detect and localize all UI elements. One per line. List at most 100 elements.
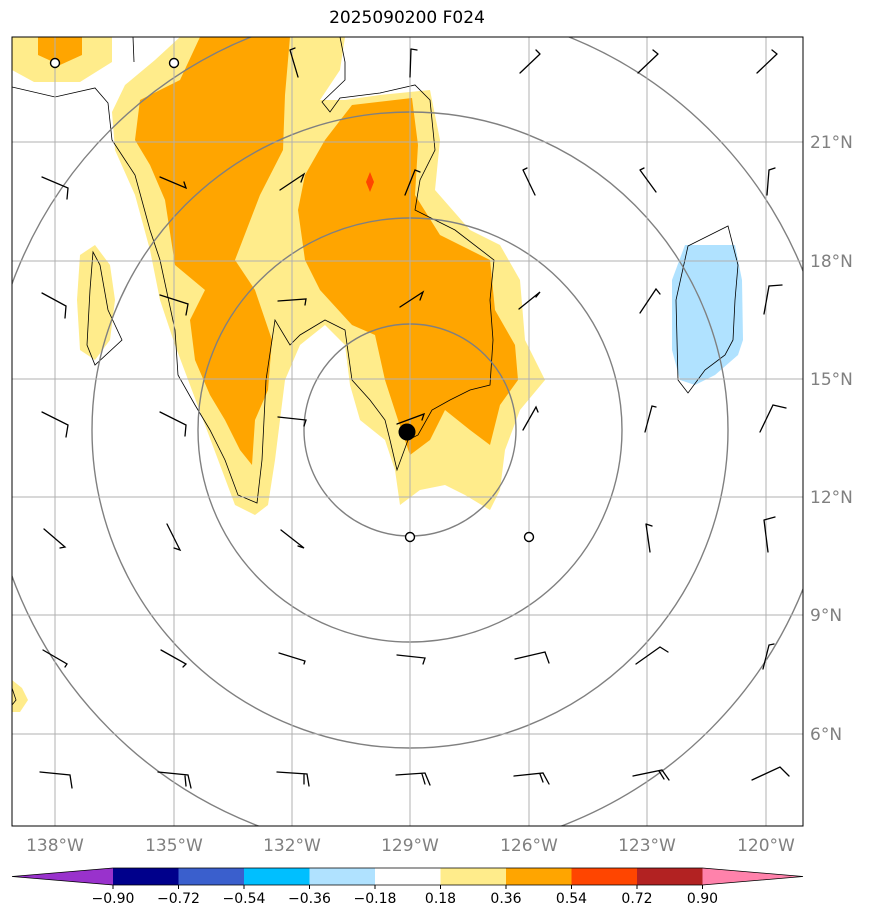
- wind-barb: [160, 649, 188, 668]
- wind-barb: [43, 528, 67, 549]
- wind-barb: [396, 412, 426, 425]
- wind-barb: [513, 772, 550, 785]
- wind-barb: [159, 294, 189, 316]
- wind-barb: [514, 651, 550, 664]
- wind-barb: [519, 49, 541, 74]
- colorbar-segment: [244, 868, 310, 885]
- colorbar-segment: [113, 868, 179, 885]
- wind-barb: [280, 529, 305, 549]
- calm-circle: [168, 57, 180, 69]
- calm-circle: [404, 531, 416, 543]
- colorbar-segment: [309, 868, 376, 885]
- wind-barb: [756, 49, 778, 74]
- colorbar: −0.90 −0.72 −0.54 −0.36 −0.18 0.18 0.36 0.54 0.7…: [11, 867, 804, 907]
- colorbar-segment: [506, 868, 572, 885]
- wind-barbs: [39, 47, 790, 789]
- wind-barb: [276, 771, 310, 787]
- shade-region: [38, 37, 82, 65]
- wind-barb: [522, 167, 536, 196]
- lon-label: 138°W: [26, 836, 84, 856]
- storm-center-marker: [398, 423, 416, 441]
- colorbar-extend-low: [12, 868, 113, 885]
- wind-barb: [39, 771, 73, 789]
- colorbar-segment: [375, 868, 441, 885]
- colorbar-tick-label: 0.18: [425, 891, 456, 907]
- wind-barb: [763, 516, 776, 553]
- wind-barb: [277, 416, 307, 427]
- calm-markers: [49, 57, 535, 543]
- wind-barb: [42, 649, 68, 668]
- wind-barb: [159, 411, 187, 437]
- colorbar-tick-label: 0.36: [490, 891, 521, 907]
- wind-barb: [41, 292, 67, 319]
- contour-line: [132, 37, 135, 63]
- wind-barb: [632, 769, 670, 781]
- shade-region: [298, 98, 518, 455]
- colorbar-tick-label: 0.54: [556, 891, 587, 907]
- contour-line: [12, 687, 17, 706]
- colorbar-segment: [178, 868, 245, 885]
- wind-barb: [159, 176, 188, 190]
- wind-barb: [522, 405, 539, 431]
- wind-barb: [41, 411, 69, 438]
- lon-label: 126°W: [500, 836, 558, 856]
- contour-line: [86, 250, 123, 366]
- colorbar-tick-label: −0.72: [157, 891, 200, 907]
- graticule: [12, 37, 803, 826]
- plot-frame: [11, 36, 804, 827]
- wind-barb: [157, 771, 192, 789]
- wind-barb: [762, 643, 775, 670]
- contours: [12, 37, 739, 706]
- lat-label: 12°N: [810, 488, 853, 508]
- wind-barb: [639, 167, 657, 193]
- wind-barb: [277, 298, 307, 306]
- colorbar-tick-label: −0.36: [288, 891, 331, 907]
- wind-barb: [766, 167, 776, 196]
- colorbar-segment: [637, 868, 703, 885]
- calm-circle: [523, 531, 535, 543]
- wind-barb: [751, 766, 790, 781]
- lon-label: 120°W: [737, 836, 795, 856]
- lat-label: 21°N: [810, 133, 853, 153]
- lat-label: 9°N: [810, 606, 842, 626]
- colorbar-tick-label: −0.18: [354, 891, 397, 907]
- contour-line: [675, 225, 739, 394]
- shade-region-red: [366, 172, 374, 192]
- wind-barb: [763, 284, 783, 315]
- shade-region: [12, 680, 28, 712]
- wind-barb: [289, 47, 299, 78]
- wind-barb: [396, 654, 426, 665]
- colorbar-tick-label: 0.72: [621, 891, 652, 907]
- lat-label: 15°N: [810, 370, 853, 390]
- calm-circle: [49, 57, 61, 69]
- colorbar-tick-label: −0.54: [223, 891, 266, 907]
- lon-label: 123°W: [618, 836, 676, 856]
- lon-label: 132°W: [263, 836, 321, 856]
- wind-barb: [644, 405, 657, 433]
- lon-label: 129°W: [381, 836, 439, 856]
- wind-barb: [41, 176, 69, 200]
- wind-barb: [409, 48, 418, 78]
- lat-label: 6°N: [810, 725, 842, 745]
- wind-barb: [279, 172, 306, 191]
- map-title: 2025090200 F024: [329, 8, 485, 28]
- lat-label: 18°N: [810, 252, 853, 272]
- wind-barb: [166, 523, 182, 552]
- wind-barb: [635, 646, 669, 665]
- shade-region: [77, 245, 115, 360]
- colorbar-segment: [440, 868, 507, 885]
- wind-barb: [645, 523, 653, 553]
- wind-barb: [759, 404, 787, 433]
- wind-barb: [278, 652, 306, 665]
- lon-label: 135°W: [145, 836, 203, 856]
- wind-barb: [518, 291, 541, 310]
- colorbar-tick-label: 0.90: [687, 891, 718, 907]
- wind-barb: [395, 772, 431, 786]
- wind-barb: [639, 287, 661, 314]
- contour-line: [12, 37, 495, 504]
- lon-axis: 138°W 135°W 132°W 129°W 126°W 123°W 120°…: [26, 836, 795, 856]
- colorbar-tick-label: −0.90: [92, 891, 135, 907]
- colorbar-segment: [571, 868, 638, 885]
- wind-barb: [404, 169, 421, 196]
